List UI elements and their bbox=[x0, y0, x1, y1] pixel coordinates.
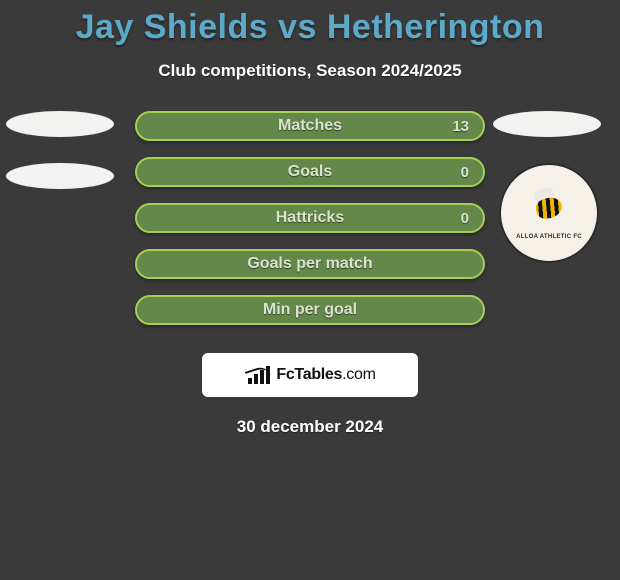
stat-right-value: 13 bbox=[452, 113, 469, 139]
stat-label: Goals per match bbox=[137, 255, 483, 273]
footer-brand-text: FcTables.com bbox=[276, 366, 375, 384]
stat-row-hattricks: Hattricks 0 bbox=[135, 203, 485, 233]
comparison-area: ALLOA ATHLETIC FC Matches 13 Goals 0 Hat… bbox=[0, 111, 620, 341]
stat-row-matches: Matches 13 bbox=[135, 111, 485, 141]
club-badge-label: ALLOA ATHLETIC FC bbox=[516, 234, 582, 240]
brand-main: FcTables bbox=[276, 366, 342, 383]
page-title: Jay Shields vs Hetherington bbox=[0, 0, 620, 47]
left-team-placeholder-1 bbox=[6, 111, 114, 137]
right-team-column: ALLOA ATHLETIC FC bbox=[493, 111, 608, 263]
left-team-placeholder-2 bbox=[6, 163, 114, 189]
page-subtitle: Club competitions, Season 2024/2025 bbox=[0, 61, 620, 81]
stat-rows: Matches 13 Goals 0 Hattricks 0 Goals per… bbox=[135, 111, 485, 325]
right-team-placeholder bbox=[493, 111, 601, 137]
stat-label: Min per goal bbox=[137, 301, 483, 319]
stat-row-goals: Goals 0 bbox=[135, 157, 485, 187]
stat-label: Hattricks bbox=[137, 209, 483, 227]
chart-icon bbox=[244, 364, 272, 386]
stat-label: Goals bbox=[137, 163, 483, 181]
left-team-column bbox=[6, 111, 121, 215]
stat-label: Matches bbox=[137, 117, 483, 135]
brand-suffix: .com bbox=[342, 366, 375, 383]
club-badge-inner: ALLOA ATHLETIC FC bbox=[507, 171, 591, 255]
club-badge: ALLOA ATHLETIC FC bbox=[499, 163, 599, 263]
stat-right-value: 0 bbox=[461, 159, 469, 185]
page: Jay Shields vs Hetherington Club competi… bbox=[0, 0, 620, 580]
footer-date: 30 december 2024 bbox=[0, 417, 620, 437]
bee-icon bbox=[526, 186, 572, 232]
stat-right-value: 0 bbox=[461, 205, 469, 231]
footer-brand-box: FcTables.com bbox=[202, 353, 418, 397]
stat-row-min-per-goal: Min per goal bbox=[135, 295, 485, 325]
stat-row-goals-per-match: Goals per match bbox=[135, 249, 485, 279]
